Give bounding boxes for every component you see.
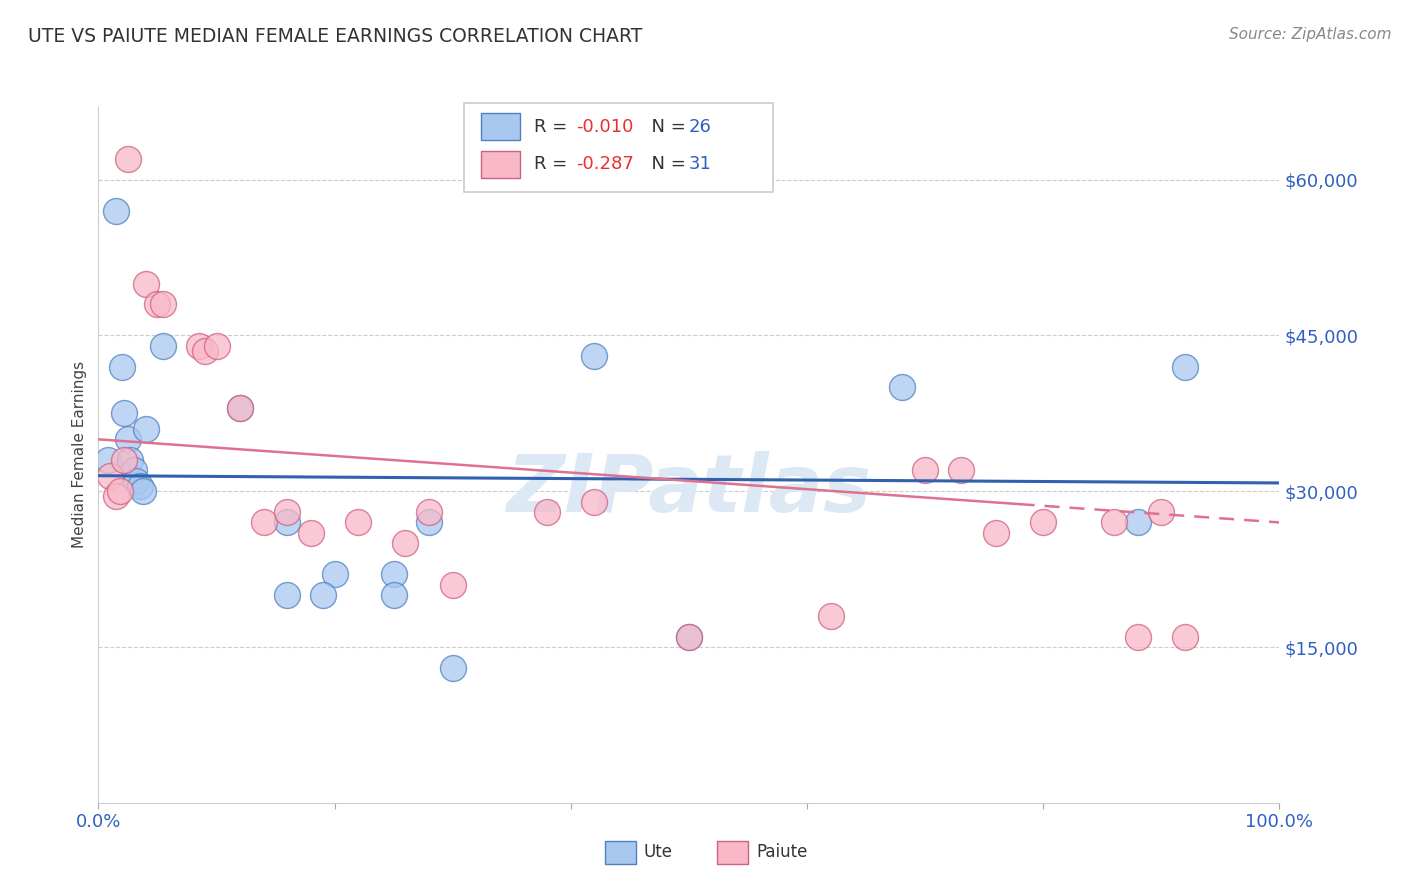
Text: 26: 26 <box>689 118 711 136</box>
Point <box>132 484 155 499</box>
Point <box>253 516 276 530</box>
Point <box>914 463 936 477</box>
Point <box>112 406 135 420</box>
Point <box>382 567 405 582</box>
Text: R =: R = <box>534 155 574 173</box>
Point <box>1150 505 1173 519</box>
Point <box>347 516 370 530</box>
Text: Source: ZipAtlas.com: Source: ZipAtlas.com <box>1229 27 1392 42</box>
Point <box>820 608 842 623</box>
Text: -0.010: -0.010 <box>576 118 634 136</box>
Point <box>117 152 139 166</box>
Point <box>536 505 558 519</box>
Point <box>323 567 346 582</box>
Point <box>441 661 464 675</box>
Point <box>418 516 440 530</box>
Point <box>111 359 134 374</box>
Point <box>117 433 139 447</box>
Text: N =: N = <box>640 155 692 173</box>
Point <box>583 349 606 363</box>
Point <box>1174 359 1197 374</box>
Text: 31: 31 <box>689 155 711 173</box>
Point <box>105 490 128 504</box>
Y-axis label: Median Female Earnings: Median Female Earnings <box>72 361 87 549</box>
Point <box>276 516 298 530</box>
Point <box>108 484 131 499</box>
Point <box>418 505 440 519</box>
Point <box>97 453 120 467</box>
Point <box>120 453 142 467</box>
Point <box>1032 516 1054 530</box>
Point <box>205 339 228 353</box>
Text: -0.287: -0.287 <box>576 155 634 173</box>
Point <box>299 525 322 540</box>
Point <box>105 203 128 218</box>
Point <box>229 401 252 416</box>
Point <box>382 588 405 602</box>
Point <box>194 344 217 359</box>
Point <box>890 380 912 394</box>
Text: Paiute: Paiute <box>756 843 808 861</box>
Point <box>112 453 135 467</box>
Point <box>135 277 157 291</box>
Point <box>394 536 416 550</box>
Point <box>949 463 972 477</box>
Point <box>98 468 121 483</box>
Point <box>1126 630 1149 644</box>
Point <box>1174 630 1197 644</box>
Point <box>984 525 1007 540</box>
Point <box>276 505 298 519</box>
Text: UTE VS PAIUTE MEDIAN FEMALE EARNINGS CORRELATION CHART: UTE VS PAIUTE MEDIAN FEMALE EARNINGS COR… <box>28 27 643 45</box>
Point <box>678 630 700 644</box>
Point <box>135 422 157 436</box>
Point <box>128 479 150 493</box>
Point <box>125 474 148 488</box>
Point <box>583 494 606 508</box>
Point <box>1102 516 1125 530</box>
Point <box>678 630 700 644</box>
Point <box>122 463 145 477</box>
Point <box>1126 516 1149 530</box>
Point <box>276 588 298 602</box>
Point <box>152 339 174 353</box>
Text: N =: N = <box>640 118 692 136</box>
Point <box>312 588 335 602</box>
Point <box>441 578 464 592</box>
Point <box>187 339 209 353</box>
Point <box>229 401 252 416</box>
Point <box>146 297 169 311</box>
Text: Ute: Ute <box>644 843 673 861</box>
Text: ZIPatlas: ZIPatlas <box>506 450 872 529</box>
Text: R =: R = <box>534 118 574 136</box>
Point <box>152 297 174 311</box>
